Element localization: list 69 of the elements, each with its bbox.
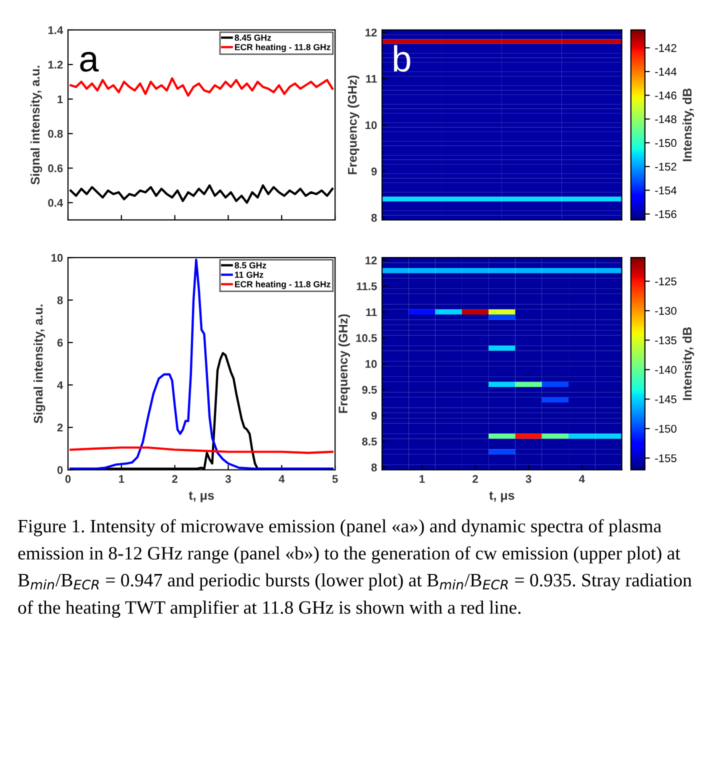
legend-label: 8.45 GHz bbox=[234, 34, 272, 41]
color-bar-label: -155 bbox=[655, 454, 676, 462]
y-tick-label: 0.6 bbox=[48, 164, 63, 172]
y-axis-title: Signal intensity, a.u. bbox=[34, 304, 46, 424]
x-tick-label: 4 bbox=[278, 475, 285, 483]
legend-label: ECR heating - 11.8 GHz bbox=[235, 280, 330, 290]
annotation: a bbox=[80, 52, 99, 72]
color-bar-label: -154 bbox=[655, 186, 677, 194]
y-tick-label: 12 bbox=[366, 256, 377, 264]
annotation: b bbox=[394, 45, 410, 72]
y-tick-label: 10 bbox=[51, 254, 63, 262]
x-tick-label: 3 bbox=[526, 475, 532, 483]
text: Figure 1. Intensity of microwave emission (panel «a») and dynamic spectra of plasma emission in 8-12 GHz range (panel «b») to the generation of cw emission (upper plot) at B$_{min}$/B$_{ECR}$ = 0.947 and periodic bursts (lower plot) at B$_{min}$/B$_{ECR}$ = 0.935. Stray radiation of the heating TWT amplifier at 11.8 GHz is shown with a red line. bbox=[18, 519, 692, 618]
x-tick-label: 4 bbox=[578, 475, 585, 483]
y-tick-label: 6 bbox=[57, 338, 63, 347]
y-tick-label: 9 bbox=[371, 168, 377, 176]
color-bar-label: -140 bbox=[655, 366, 676, 374]
legend-label: 8.5 GHz bbox=[234, 262, 266, 268]
color-bar-label: -150 bbox=[655, 139, 676, 147]
y-tick-label: 11 bbox=[366, 308, 377, 316]
x-axis-title: t, μs bbox=[489, 492, 514, 502]
y-tick-label: 0.4 bbox=[48, 198, 64, 207]
y-tick-label: 8 bbox=[371, 464, 377, 472]
x-tick-label: 2 bbox=[472, 475, 478, 483]
y-tick-label: 10.5 bbox=[356, 334, 377, 342]
x-tick-label: 0 bbox=[65, 475, 71, 483]
x-tick-label: 1 bbox=[119, 475, 124, 483]
legend-label: 11 GHz bbox=[234, 272, 264, 278]
y-tick-label: 9 bbox=[371, 412, 377, 420]
y-tick-label: 0.8 bbox=[48, 130, 63, 138]
y-tick-label: 1.4 bbox=[48, 26, 64, 34]
color-bar-label: -144 bbox=[655, 68, 677, 76]
y-axis-title: Signal intensity, a.u. bbox=[30, 66, 42, 185]
y-tick-label: 2 bbox=[57, 424, 63, 432]
color-bar-label: -156 bbox=[655, 210, 676, 218]
color-bar-label: -145 bbox=[655, 395, 676, 404]
color-bar-label: -135 bbox=[655, 336, 676, 344]
y-tick-label: 11 bbox=[366, 75, 377, 83]
color-bar-title: Intensity, dB bbox=[682, 327, 694, 400]
color-bar-label: -146 bbox=[655, 92, 676, 100]
x-tick-label: 1 bbox=[420, 475, 425, 483]
color-bar-label: -125 bbox=[655, 277, 676, 286]
x-tick-label: 2 bbox=[172, 475, 178, 483]
y-tick-label: 10 bbox=[366, 360, 377, 368]
y-tick-label: 10 bbox=[366, 121, 377, 130]
color-bar-label: -148 bbox=[655, 115, 676, 124]
color-bar-label: -142 bbox=[655, 44, 676, 52]
y-tick-label: 8 bbox=[57, 296, 63, 304]
y-tick-label: 1 bbox=[58, 95, 63, 104]
color-bar-title: Intensity, dB bbox=[682, 88, 694, 162]
y-tick-label: 0 bbox=[57, 466, 63, 474]
y-tick-label: 9.5 bbox=[362, 386, 377, 394]
color-bar-label: -152 bbox=[655, 162, 676, 171]
y-tick-label: 8.5 bbox=[362, 438, 377, 446]
x-tick-label: 3 bbox=[225, 475, 231, 483]
x-tick-label: 5 bbox=[332, 475, 338, 483]
x-axis-title: t, μs bbox=[188, 492, 214, 502]
y-tick-label: 12 bbox=[366, 28, 377, 36]
y-axis-title: Frequency (GHz) bbox=[338, 314, 350, 413]
line-series bbox=[70, 258, 334, 470]
y-tick-label: 4 bbox=[57, 381, 64, 389]
y-axis-title: Frequency (GHz) bbox=[348, 76, 360, 174]
y-tick-label: 1.2 bbox=[48, 60, 63, 69]
y-tick-label: 8 bbox=[371, 214, 377, 222]
color-bar-label: -130 bbox=[655, 306, 676, 315]
line-series bbox=[70, 77, 334, 97]
y-tick-label: 11.5 bbox=[356, 282, 377, 290]
legend-label: ECR heating - 11.8 GHz bbox=[235, 44, 330, 52]
color-bar-label: -150 bbox=[655, 424, 676, 433]
